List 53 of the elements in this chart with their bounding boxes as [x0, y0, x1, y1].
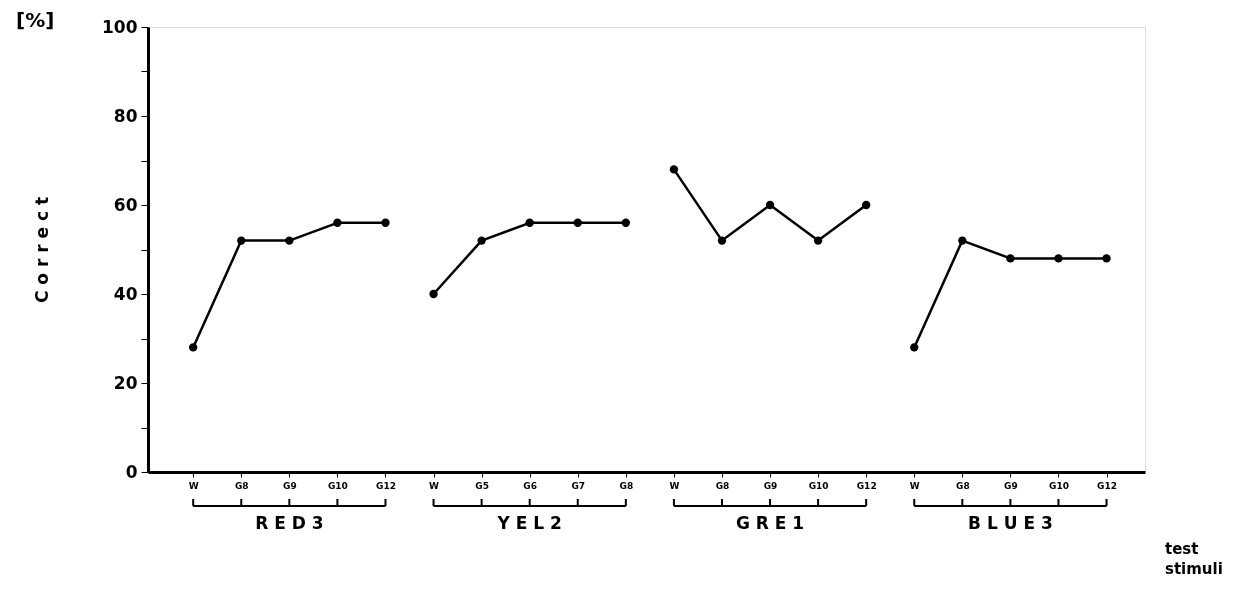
x-tick-label: G10	[1049, 480, 1069, 491]
legend-label: G R E 1	[735, 513, 805, 533]
x-tick-label: G12	[1097, 480, 1117, 491]
y-tick-label: 80	[113, 105, 138, 126]
point	[525, 218, 534, 227]
point	[813, 236, 823, 245]
point	[477, 236, 486, 245]
x-tick-label: G9	[1004, 480, 1018, 491]
x-tick-label: G9	[283, 480, 297, 491]
y-axis-title: C o r r e c t	[32, 196, 53, 304]
x-tick-label: G10	[327, 480, 348, 491]
legend-label: B L U E 3	[968, 513, 1053, 533]
point	[717, 236, 727, 245]
point	[862, 200, 871, 210]
x-tick-label: G12	[376, 480, 396, 491]
y-tick-label: 0	[125, 461, 138, 482]
point	[1054, 254, 1063, 263]
x-tick-label: G8	[956, 480, 970, 491]
point	[189, 343, 198, 352]
x-tick-label: W	[188, 480, 199, 491]
point	[573, 218, 582, 227]
legend-label: R E D 3	[255, 513, 324, 533]
x-tick-label: G10	[808, 480, 829, 491]
point	[669, 165, 679, 174]
x-tick-label: G5	[475, 480, 489, 491]
point	[381, 218, 390, 227]
legend-label: Y E L 2	[496, 513, 562, 533]
x-tick-label: G12	[856, 480, 877, 491]
point	[1006, 254, 1015, 263]
x-tick-label: G9	[763, 480, 778, 491]
x-tick-label: G6	[523, 480, 538, 491]
point	[333, 218, 342, 227]
point	[765, 200, 775, 210]
x-tick-label: G8	[234, 480, 249, 491]
point	[429, 289, 438, 299]
y-tick-label: 40	[113, 283, 138, 304]
point	[237, 236, 246, 245]
x-tick-label: G8	[619, 480, 634, 491]
point	[1102, 254, 1111, 263]
point	[958, 236, 967, 245]
point	[285, 236, 294, 245]
y-tick-label: 100	[102, 16, 138, 37]
x-tick-label: W	[669, 480, 680, 491]
text: [%]	[16, 8, 55, 32]
x-axis-title: test stimuli	[1165, 540, 1223, 578]
y-tick-label: 20	[113, 372, 138, 393]
point	[621, 218, 631, 227]
x-tick-label: W	[429, 480, 440, 491]
y-tick-label: 60	[113, 194, 138, 215]
x-tick-label: G7	[571, 480, 586, 491]
x-tick-label: W	[909, 480, 920, 491]
x-tick-label: G8	[715, 480, 730, 491]
point	[910, 343, 919, 352]
